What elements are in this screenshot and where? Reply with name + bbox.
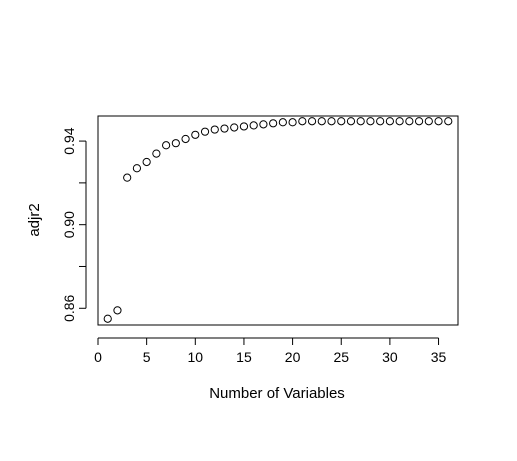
x-tick-label: 0	[94, 349, 102, 365]
data-point	[385, 117, 394, 126]
data-point	[317, 117, 326, 126]
data-point	[210, 125, 219, 134]
data-point	[181, 134, 190, 144]
data-point	[191, 130, 200, 139]
data-point	[239, 122, 249, 131]
x-axis: 0 5 10 15 20 25 30 35	[94, 337, 447, 365]
data-point	[103, 314, 112, 323]
data-point	[113, 306, 122, 315]
x-tick-label: 10	[188, 349, 204, 365]
data-point	[444, 117, 453, 126]
data-point	[132, 164, 142, 173]
x-tick-label: 30	[382, 349, 398, 365]
y-axis-label: adjr2	[26, 203, 43, 236]
x-axis-label: Number of Variables	[209, 385, 345, 402]
data-point	[162, 141, 171, 150]
data-point	[200, 127, 210, 136]
data-point	[152, 149, 161, 158]
data-point	[278, 118, 287, 127]
data-point	[249, 121, 258, 130]
data-point	[220, 124, 229, 133]
data-point	[142, 157, 151, 167]
x-tick-label: 20	[285, 349, 301, 365]
data-point	[123, 173, 132, 182]
data-point	[434, 117, 443, 126]
x-tick-label: 5	[143, 349, 151, 365]
data-point	[337, 117, 346, 126]
data-point	[269, 119, 278, 128]
y-tick-label: 0.94	[61, 127, 77, 154]
x-tick-label: 25	[333, 349, 349, 365]
data-point	[424, 117, 433, 126]
y-axis: 0.86 0.90 0.94	[61, 127, 87, 322]
x-tick-label: 35	[431, 349, 447, 365]
y-tick-label: 0.86	[61, 294, 77, 321]
data-points	[103, 117, 453, 323]
data-point	[171, 139, 180, 148]
x-tick-label: 15	[236, 349, 252, 365]
data-point	[346, 117, 356, 126]
data-point	[288, 118, 297, 127]
data-point	[366, 117, 375, 126]
plot-frame	[97, 115, 459, 326]
data-point	[376, 117, 385, 126]
data-point	[414, 117, 424, 126]
data-point	[405, 117, 414, 126]
data-point	[307, 117, 317, 126]
data-point	[395, 117, 404, 126]
data-point	[298, 117, 307, 126]
data-point	[259, 120, 268, 129]
data-point	[327, 117, 336, 126]
data-point	[230, 123, 239, 132]
y-tick-label: 0.90	[61, 211, 77, 238]
data-point	[356, 117, 365, 126]
